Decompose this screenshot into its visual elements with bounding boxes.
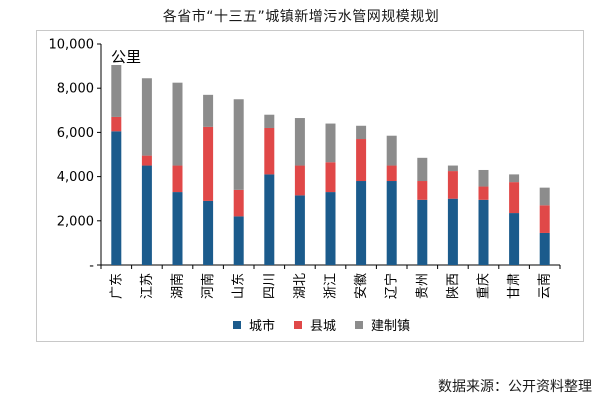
bar-county-4 (233, 189, 244, 217)
bar-town-6 (294, 118, 305, 166)
bar-county-14 (539, 205, 550, 233)
bar-city-12 (478, 199, 489, 265)
bar-city-14 (539, 232, 550, 265)
bar-county-11 (447, 171, 458, 199)
bar-town-10 (417, 157, 428, 182)
bar-county-9 (386, 165, 397, 182)
bar-city-11 (447, 198, 458, 265)
bar-town-14 (539, 187, 550, 206)
x-tick-label: 四川 (262, 273, 277, 299)
x-tick-label: 广东 (109, 273, 124, 299)
bar-city-3 (203, 200, 214, 265)
bar-county-8 (356, 139, 367, 182)
x-tick-label: 云南 (537, 273, 553, 299)
bar-county-6 (294, 165, 305, 196)
y-tick-label: 10,000 (49, 38, 95, 53)
legend-label: 城市 (249, 318, 275, 334)
bar-county-1 (141, 155, 152, 166)
bar-city-0 (111, 131, 122, 265)
x-tick-label: 陕西 (446, 273, 461, 299)
x-tick-label: 辽宁 (384, 273, 400, 299)
x-tick-label: 湖南 (170, 273, 186, 299)
y-tick-label: 2,000 (57, 214, 94, 229)
bar-county-10 (417, 181, 428, 200)
bar-town-5 (264, 114, 275, 128)
y-tick-label: 6,000 (57, 126, 94, 141)
bar-city-7 (325, 192, 336, 265)
bar-county-5 (264, 127, 275, 175)
chart-frame (36, 30, 584, 342)
chart-title: 各省市“十三五”城镇新增污水管网规模规划 (162, 9, 440, 25)
x-tick-label: 河南 (200, 273, 216, 299)
bar-town-4 (233, 99, 244, 190)
bar-city-2 (172, 192, 183, 265)
bar-county-2 (172, 165, 183, 193)
bar-city-13 (509, 213, 520, 265)
legend-label: 县城 (310, 319, 336, 334)
bar-town-3 (203, 94, 214, 127)
bar-town-13 (509, 174, 520, 183)
legend-swatch-city (233, 321, 241, 329)
bar-city-9 (386, 181, 397, 265)
bar-city-1 (141, 165, 152, 265)
bar-city-8 (356, 181, 367, 265)
bar-town-1 (141, 78, 152, 156)
x-tick-label: 江苏 (139, 273, 155, 299)
bar-county-12 (478, 186, 489, 200)
x-tick-label: 甘肃 (507, 273, 522, 299)
bar-county-13 (509, 182, 520, 214)
x-tick-label: 安徽 (354, 273, 369, 299)
bar-town-7 (325, 123, 336, 163)
bar-city-5 (264, 174, 275, 265)
x-tick-label: 重庆 (476, 273, 492, 299)
bar-town-11 (447, 165, 458, 172)
y-tick-label: 4,000 (57, 170, 94, 185)
legend-swatch-county (294, 321, 302, 329)
bar-town-9 (386, 135, 397, 166)
source-note: 数据来源：公开资料整理 (438, 379, 592, 395)
legend-label: 建制镇 (371, 319, 410, 334)
legend-swatch-town (355, 321, 363, 329)
bar-city-10 (417, 199, 428, 265)
bar-city-4 (233, 216, 244, 265)
x-tick-label: 湖北 (293, 273, 308, 299)
bar-town-2 (172, 82, 183, 166)
y-unit-label: 公里 (111, 48, 141, 66)
y-tick-label: 8,000 (57, 82, 94, 97)
bar-county-3 (203, 126, 214, 201)
bar-county-0 (111, 116, 122, 132)
bar-city-6 (294, 195, 305, 265)
bar-county-7 (325, 162, 336, 193)
x-tick-label: 浙江 (324, 273, 339, 299)
bar-town-0 (111, 64, 122, 117)
y-tick-label: - (89, 259, 94, 274)
bar-town-8 (356, 125, 367, 140)
bar-town-12 (478, 169, 489, 187)
x-tick-label: 山东 (232, 273, 247, 299)
x-tick-label: 贵州 (415, 273, 430, 299)
